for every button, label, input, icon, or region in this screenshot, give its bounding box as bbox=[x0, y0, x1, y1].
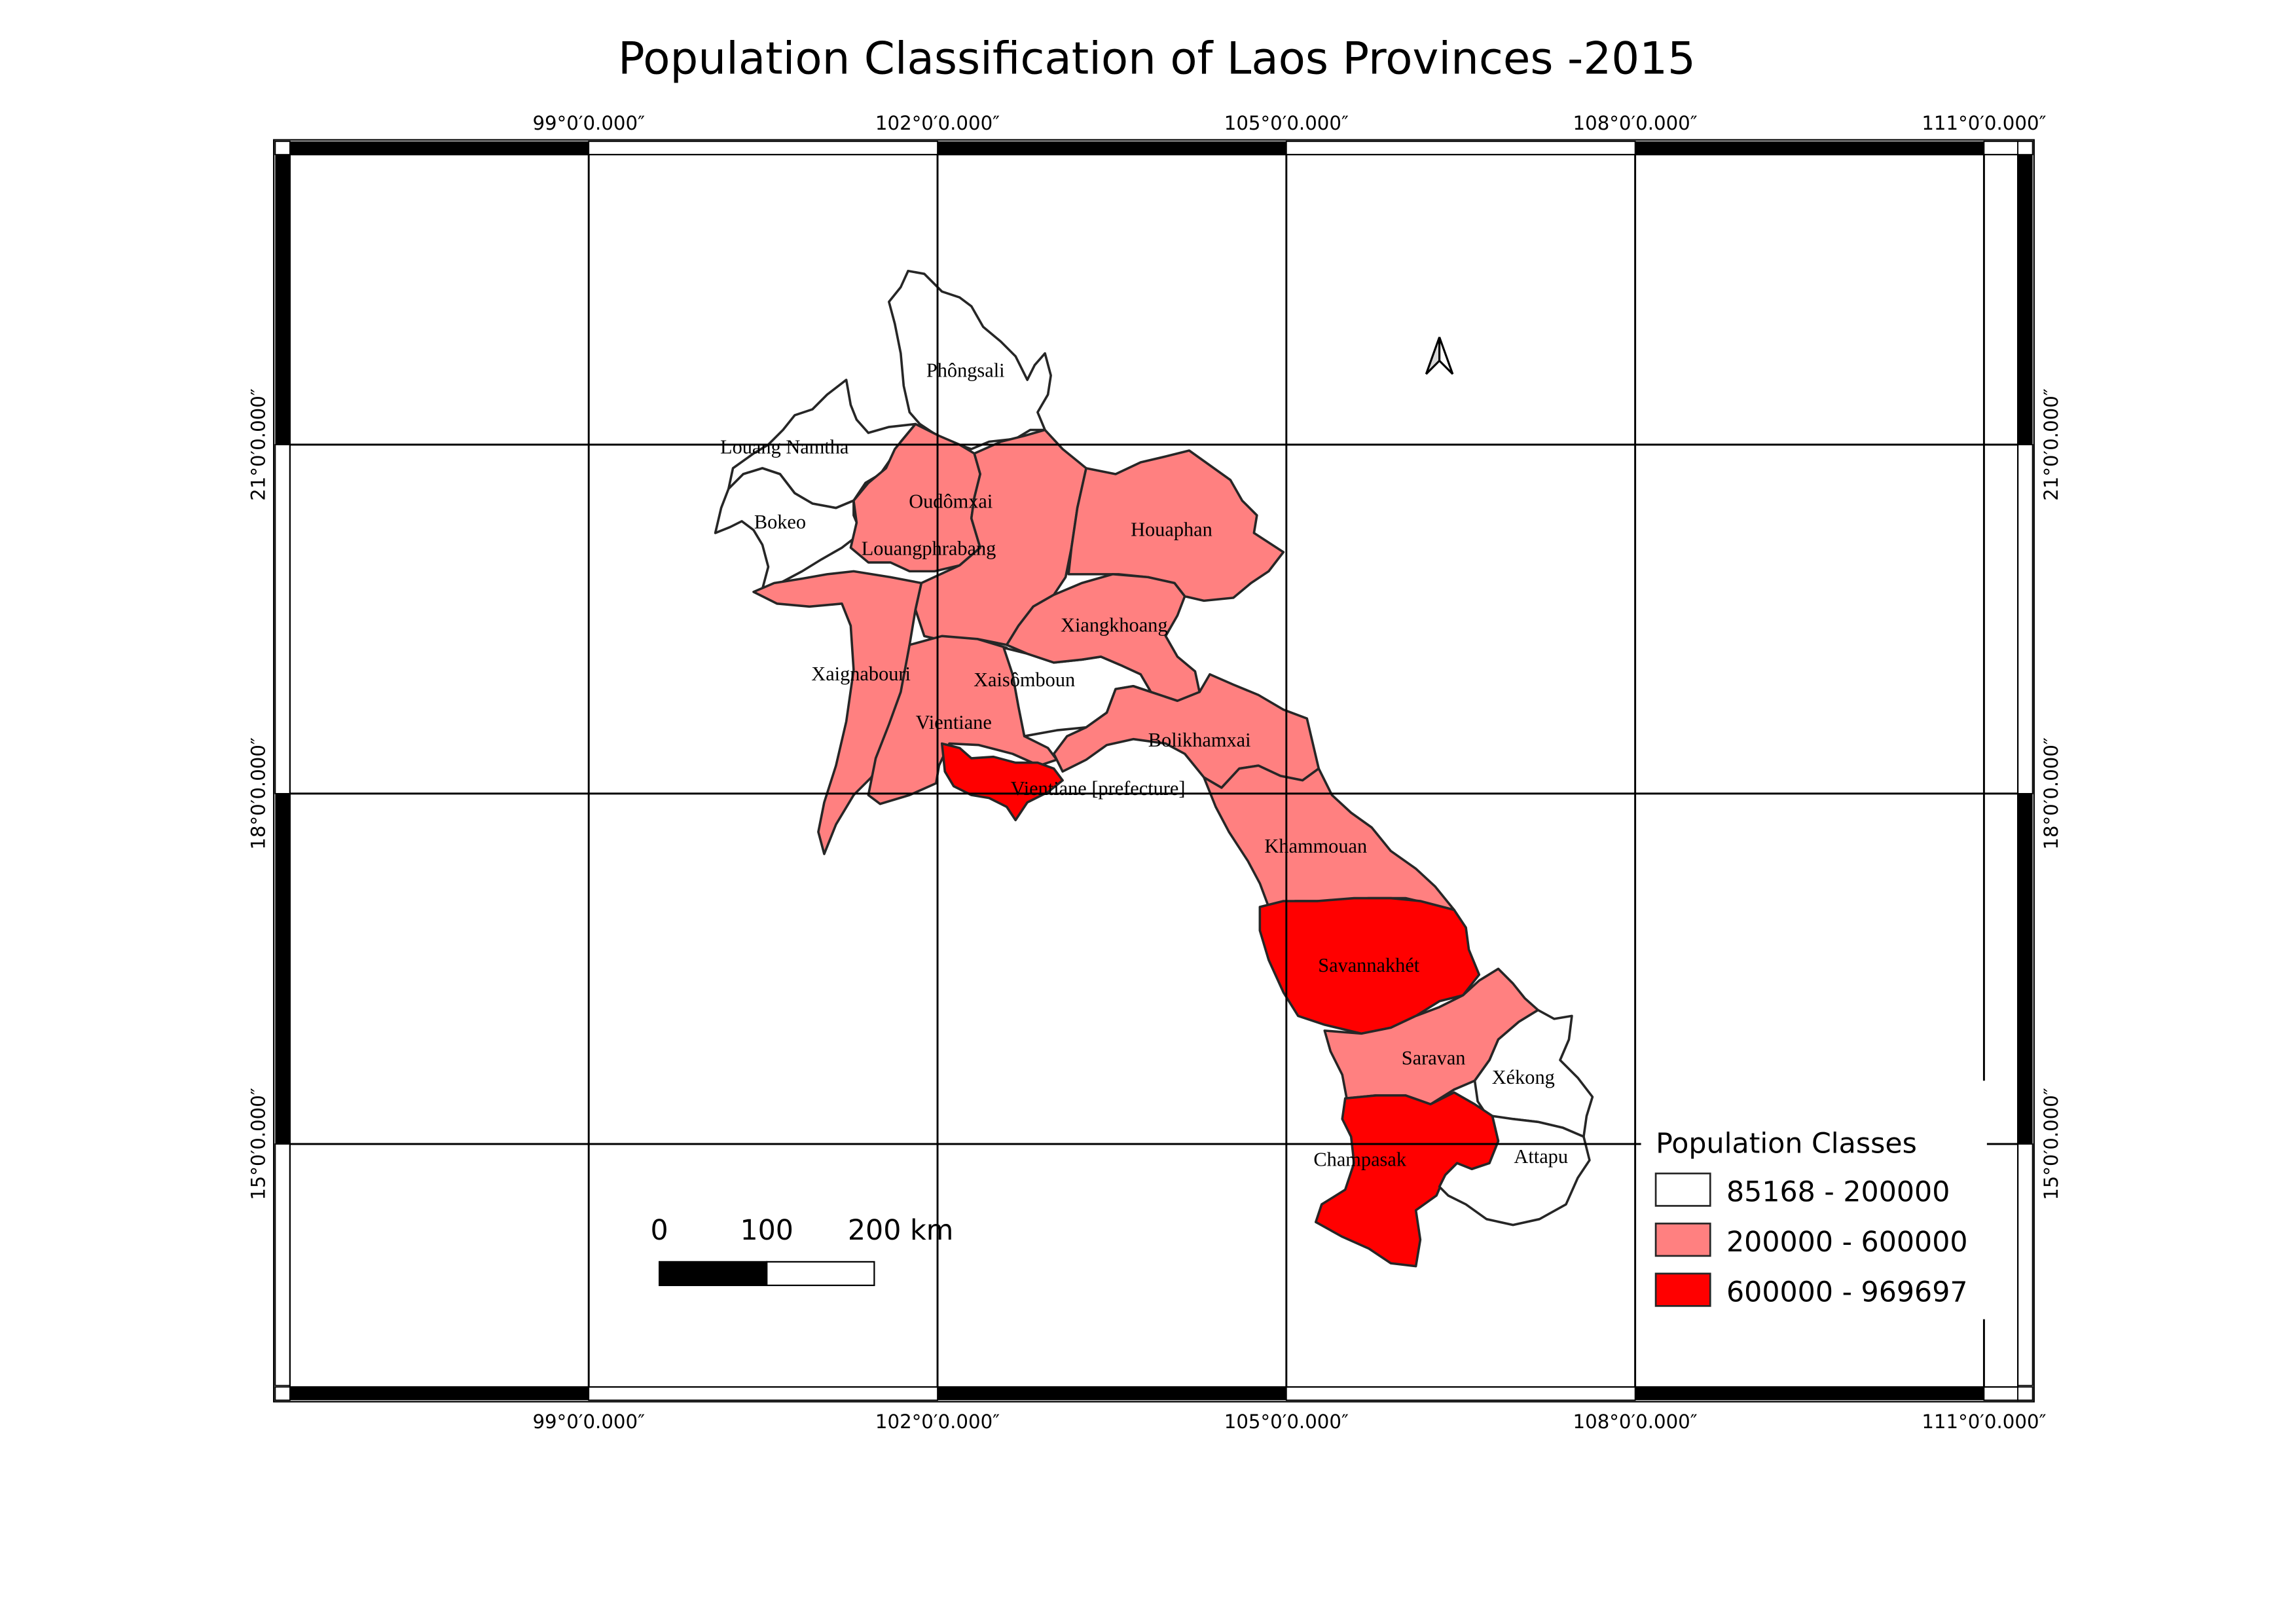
label-xiangkhoang: Xiangkhoang bbox=[1061, 614, 1167, 637]
lat-label-left-21: 21°0′0.000″ bbox=[247, 388, 270, 501]
label-houaphan: Houaphan bbox=[1131, 518, 1212, 540]
legend-swatch-high bbox=[1654, 1272, 1711, 1307]
longitude-labels-top: 99°0′0.000″ 102°0′0.000″ 105°0′0.000″ 10… bbox=[532, 112, 2046, 134]
latitude-labels-left: 21°0′0.000″ 18°0′0.000″ 15°0′0.000″ bbox=[247, 388, 270, 1200]
lon-label-top-99: 99°0′0.000″ bbox=[532, 112, 645, 134]
lon-label-bottom-108: 108°0′0.000″ bbox=[1573, 1411, 1698, 1433]
province-phongsali[interactable] bbox=[888, 269, 1052, 451]
north-arrow-icon bbox=[1425, 337, 1454, 375]
label-bokeo: Bokeo bbox=[754, 511, 806, 533]
map-title: Population Classification of Laos Provin… bbox=[618, 32, 1696, 84]
label-xaisomboun: Xaisômboun bbox=[974, 669, 1075, 691]
label-saravan: Saravan bbox=[1402, 1047, 1466, 1069]
legend-label-mid: 200000 - 600000 bbox=[1726, 1226, 1968, 1259]
label-louangphrabang: Louangphrabang bbox=[862, 538, 996, 560]
lat-label-right-15: 15°0′0.000″ bbox=[2040, 1088, 2062, 1200]
lat-label-right-21: 21°0′0.000″ bbox=[2040, 388, 2062, 501]
province-bokeo[interactable] bbox=[714, 467, 862, 591]
label-vientiane-prefecture: Vientiane [prefecture] bbox=[1011, 777, 1186, 800]
label-phongsali: Phôngsali bbox=[926, 360, 1005, 382]
label-khammouan: Khammouan bbox=[1264, 835, 1367, 857]
legend-item: 85168 - 200000 bbox=[1654, 1172, 1950, 1209]
province-houaphan[interactable] bbox=[1067, 449, 1285, 602]
legend-title: Population Classes bbox=[1656, 1128, 1917, 1160]
legend-label-high: 600000 - 969697 bbox=[1726, 1276, 1968, 1309]
lon-label-bottom-99: 99°0′0.000″ bbox=[532, 1411, 645, 1433]
province-champasak[interactable] bbox=[1314, 1091, 1500, 1268]
map-frame-inner bbox=[289, 153, 2019, 1388]
label-oudomxai: Oudômxai bbox=[909, 490, 993, 513]
scale-label-200: 200 km bbox=[848, 1214, 953, 1247]
label-xekong: Xékong bbox=[1492, 1066, 1555, 1088]
label-louang-namtha: Louang Namtha bbox=[720, 436, 849, 458]
legend: Population Classes 85168 - 200000 200000… bbox=[1641, 1080, 1987, 1320]
label-attapu: Attapu bbox=[1514, 1145, 1568, 1168]
label-champasak: Champasak bbox=[1313, 1149, 1406, 1171]
lat-label-right-18: 18°0′0.000″ bbox=[2040, 737, 2062, 850]
province-xaignabouri[interactable] bbox=[752, 570, 923, 855]
legend-item: 600000 - 969697 bbox=[1654, 1272, 1968, 1309]
legend-swatch-low bbox=[1654, 1172, 1711, 1207]
province-vientiane-prefecture[interactable] bbox=[940, 742, 1064, 822]
lon-label-bottom-111: 111°0′0.000″ bbox=[1922, 1411, 2046, 1433]
lat-label-left-18: 18°0′0.000″ bbox=[247, 737, 270, 850]
legend-item: 200000 - 600000 bbox=[1654, 1223, 1968, 1259]
frame-ruler-bottom bbox=[289, 1386, 2019, 1401]
lat-label-left-15: 15°0′0.000″ bbox=[247, 1088, 270, 1200]
label-vientiane: Vientiane bbox=[916, 711, 992, 733]
label-bolikhamxai: Bolikhamxai bbox=[1148, 729, 1251, 751]
lon-label-top-105: 105°0′0.000″ bbox=[1224, 112, 1349, 134]
province-khammouan[interactable] bbox=[1203, 764, 1455, 912]
scale-label-100: 100 bbox=[740, 1214, 793, 1247]
provinces-layer bbox=[714, 269, 1594, 1268]
frame-ruler-right bbox=[2017, 155, 2033, 1386]
lon-label-top-102: 102°0′0.000″ bbox=[875, 112, 1000, 134]
lon-label-bottom-105: 105°0′0.000″ bbox=[1224, 1411, 1349, 1433]
lon-label-bottom-102: 102°0′0.000″ bbox=[875, 1411, 1000, 1433]
scale-label-0: 0 bbox=[651, 1214, 668, 1247]
latitude-labels-right: 21°0′0.000″ 18°0′0.000″ 15°0′0.000″ bbox=[2040, 388, 2062, 1200]
frame-ruler-top bbox=[289, 140, 2019, 155]
label-savannakhet: Savannakhét bbox=[1318, 954, 1420, 976]
longitude-labels-bottom: 99°0′0.000″ 102°0′0.000″ 105°0′0.000″ 10… bbox=[532, 1411, 2046, 1433]
lon-label-top-108: 108°0′0.000″ bbox=[1573, 112, 1698, 134]
frame-ruler-left bbox=[274, 155, 291, 1386]
province-labels: Phôngsali Louang Namtha Bokeo Oudômxai L… bbox=[720, 360, 1568, 1171]
lon-label-top-111: 111°0′0.000″ bbox=[1922, 112, 2046, 134]
label-xaignabouri: Xaignabouri bbox=[811, 663, 911, 685]
scale-bar: 0 100 200 km bbox=[651, 1214, 953, 1286]
legend-label-low: 85168 - 200000 bbox=[1726, 1176, 1950, 1209]
legend-swatch-mid bbox=[1654, 1223, 1711, 1257]
